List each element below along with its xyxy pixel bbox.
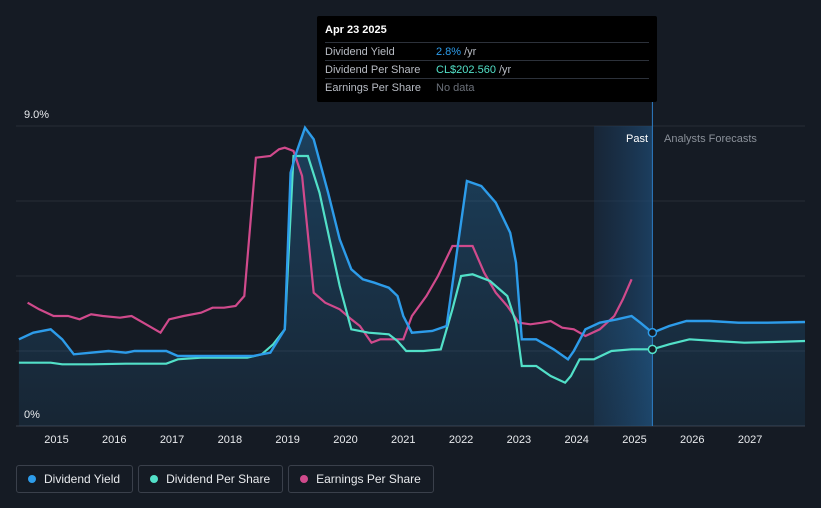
x-tick-label: 2022 — [449, 434, 473, 446]
tooltip: Apr 23 2025 Dividend Yield 2.8% /yr Divi… — [317, 16, 657, 102]
tooltip-label: Earnings Per Share — [325, 81, 421, 94]
y-tick-label-min: 0% — [24, 409, 40, 421]
dividend-yield-area — [18, 127, 805, 426]
legend-dot-icon — [150, 475, 159, 483]
tooltip-label: Dividend Per Share — [325, 63, 421, 76]
legend-label: Dividend Yield — [44, 472, 121, 486]
legend-dividend-per-share[interactable]: Dividend Per Share — [138, 465, 284, 493]
legend-label: Dividend Per Share — [166, 472, 271, 486]
tooltip-value: No data — [436, 81, 475, 94]
x-tick-label: 2017 — [160, 434, 184, 446]
tooltip-value: CL$202.560 — [436, 63, 496, 76]
legend-label: Earnings Per Share — [316, 472, 421, 486]
x-tick-label: 2027 — [738, 434, 762, 446]
tooltip-date: Apr 23 2025 — [325, 24, 387, 36]
tooltip-label: Dividend Yield — [325, 45, 395, 58]
tooltip-row-dividend-yield: Dividend Yield 2.8% /yr — [325, 42, 649, 60]
tooltip-unit: /yr — [464, 45, 477, 58]
x-tick-label: 2015 — [44, 434, 68, 446]
legend: Dividend Yield Dividend Per Share Earnin… — [16, 465, 434, 493]
x-tick-label: 2025 — [622, 434, 646, 446]
dividend-per-share-marker — [647, 344, 658, 355]
tooltip-row-dividend-per-share: Dividend Per Share CL$202.560 /yr — [325, 60, 649, 78]
x-tick-label: 2019 — [275, 434, 299, 446]
tooltip-unit: /yr — [498, 63, 512, 76]
tooltip-row-earnings-per-share: Earnings Per Share No data — [325, 78, 649, 96]
dividend-yield-marker — [647, 327, 658, 338]
x-axis-ticks: 2015 2016 2017 2018 2019 2020 2021 2022 2023 2024… — [44, 434, 762, 446]
dividend-yield-line — [18, 125, 806, 361]
y-tick-label-max: 9.0% — [24, 109, 49, 121]
x-tick-label: 2021 — [391, 434, 415, 446]
x-tick-label: 2020 — [333, 434, 357, 446]
x-tick-label: 2026 — [680, 434, 704, 446]
earnings-per-share-line — [27, 146, 633, 345]
x-tick-label: 2016 — [102, 434, 126, 446]
legend-earnings-per-share[interactable]: Earnings Per Share — [288, 465, 434, 493]
forecast-label: Analysts Forecasts — [664, 133, 757, 145]
legend-dot-icon — [300, 475, 309, 483]
x-tick-label: 2023 — [507, 434, 531, 446]
dividend-per-share-line — [18, 154, 806, 385]
tooltip-value: 2.8% — [436, 45, 462, 58]
legend-dot-icon — [28, 475, 36, 483]
past-label: Past — [626, 133, 648, 145]
x-tick-label: 2018 — [218, 434, 242, 446]
legend-dividend-yield[interactable]: Dividend Yield — [16, 465, 134, 493]
x-tick-label: 2024 — [564, 434, 588, 446]
